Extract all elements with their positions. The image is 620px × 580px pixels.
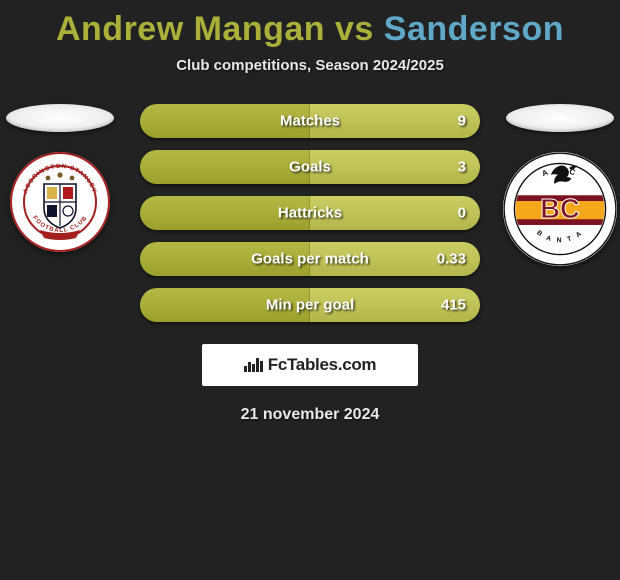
watermark-text: FcTables.com — [268, 355, 377, 375]
stat-bar: Goals 3 — [140, 150, 480, 184]
stat-bar-value: 415 — [441, 297, 466, 314]
stat-bar-label: Matches — [280, 113, 340, 130]
date-text: 21 november 2024 — [0, 406, 620, 424]
stat-bar: Min per goal 415 — [140, 288, 480, 322]
subtitle: Club competitions, Season 2024/2025 — [0, 57, 620, 74]
svg-text:BC: BC — [540, 193, 580, 224]
stat-bar-label: Goals — [289, 159, 331, 176]
bar-chart-icon — [244, 358, 263, 372]
title-player1: Andrew Mangan — [56, 10, 325, 48]
player1-club-badge: ACCRINGTON STANLEY FOOTBALL CLUB — [10, 152, 110, 252]
stat-bar: Matches 9 — [140, 104, 480, 138]
stat-bar-label: Hattricks — [278, 205, 342, 222]
watermark: FcTables.com — [202, 344, 418, 386]
stat-bars: Matches 9 Goals 3 Hattricks 0 Goals per match 0… — [140, 104, 480, 322]
stat-bar-label: Goals per match — [251, 251, 369, 268]
stat-bar-value: 0 — [458, 205, 466, 222]
stat-bar-value: 3 — [458, 159, 466, 176]
player2-column: BC A F C B A N T A — [500, 104, 620, 266]
player1-column: ACCRINGTON STANLEY FOOTBALL CLUB — [0, 104, 120, 252]
stat-bar-value: 9 — [458, 113, 466, 130]
stat-bar-value: 0.33 — [437, 251, 466, 268]
accrington-crest-icon: ACCRINGTON STANLEY FOOTBALL CLUB — [10, 152, 110, 252]
player2-club-badge: BC A F C B A N T A — [503, 152, 617, 266]
page-title: Andrew Mangan vs Sanderson — [0, 0, 620, 49]
bradford-crest-icon: BC A F C B A N T A — [503, 152, 617, 266]
player1-photo-placeholder — [6, 104, 114, 132]
player2-photo-placeholder — [506, 104, 614, 132]
title-vs: vs — [325, 10, 384, 48]
comparison-content: ACCRINGTON STANLEY FOOTBALL CLUB BC A F … — [0, 104, 620, 322]
stat-bar: Hattricks 0 — [140, 196, 480, 230]
title-player2: Sanderson — [384, 10, 564, 48]
stat-bar: Goals per match 0.33 — [140, 242, 480, 276]
stat-bar-label: Min per goal — [266, 297, 354, 314]
